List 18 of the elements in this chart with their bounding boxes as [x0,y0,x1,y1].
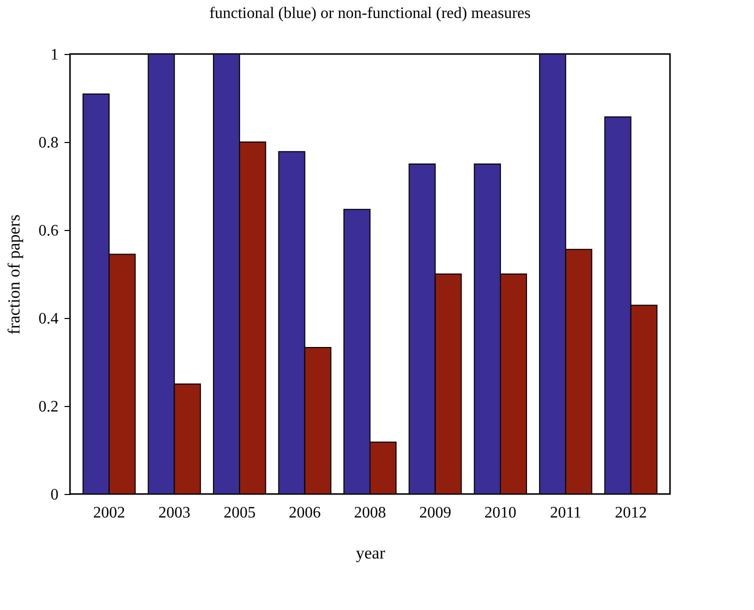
y-tick-label: 0.6 [38,222,58,240]
x-tick-label: 2012 [614,504,647,522]
y-tick-label: 1 [50,46,58,64]
y-tick-label: 0.8 [38,134,58,152]
y-tick-label: 0 [50,486,58,504]
x-tick-label: 2006 [288,504,321,522]
x-tick-label: 2010 [484,504,516,522]
x-axis-title: year [356,544,386,562]
y-tick-label: 0.2 [38,398,58,416]
x-tick-label: 2005 [224,504,256,522]
x-tick-label: 2009 [419,504,452,522]
x-tick-label: 2008 [354,504,386,522]
chart-title: functional (blue) or non-functional (red) measures [209,5,531,22]
x-tick-label: 2003 [158,504,190,522]
y-axis-title: fraction of papers [4,214,24,334]
x-tick-label: 2011 [550,504,582,522]
y-tick-label: 0.4 [38,310,58,328]
x-tick-label: 2002 [93,504,126,522]
